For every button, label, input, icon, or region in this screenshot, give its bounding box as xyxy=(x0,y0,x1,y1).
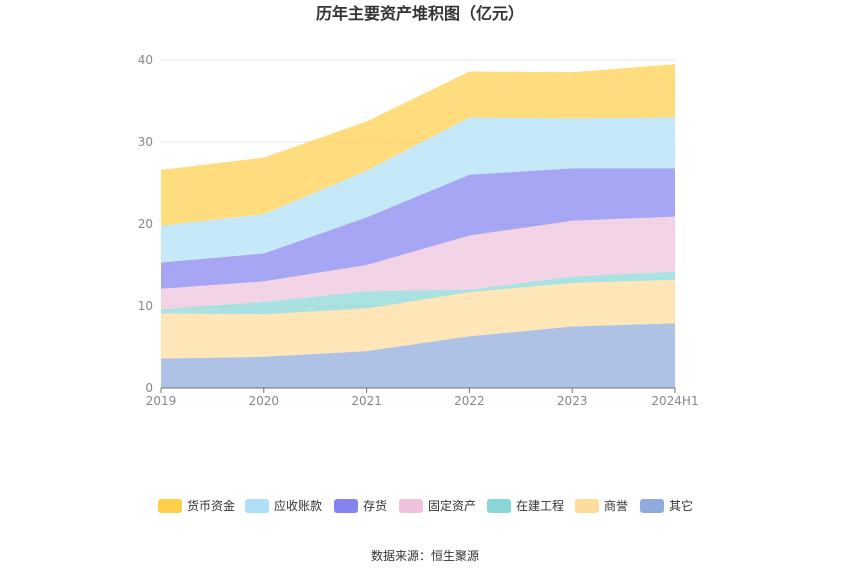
legend-label: 应收账款 xyxy=(274,498,322,513)
axes: 0 10 20 30 40 2019 2020 2021 2022 2023 2024H1 xyxy=(138,53,699,408)
y-tick-label: 10 xyxy=(138,299,153,313)
x-tick-label: 2020 xyxy=(249,394,280,408)
area-5 xyxy=(161,117,675,263)
y-tick-label: 30 xyxy=(138,135,153,149)
legend-swatch xyxy=(640,499,664,513)
legend-swatch xyxy=(575,499,599,513)
area-2 xyxy=(161,271,675,315)
legend-swatch xyxy=(158,499,182,513)
area-1 xyxy=(161,279,675,359)
legend-label: 其它 xyxy=(669,498,693,513)
area-3 xyxy=(161,216,675,310)
x-tick-label: 2019 xyxy=(146,394,177,408)
legend-swatch xyxy=(245,499,269,513)
area-6 xyxy=(161,64,675,226)
x-tick-label: 2022 xyxy=(454,394,485,408)
x-tick-label: 2021 xyxy=(351,394,382,408)
legend-label: 固定资产 xyxy=(428,498,476,513)
y-tick-label: 20 xyxy=(138,217,153,231)
area-series xyxy=(161,64,675,388)
y-tick-label: 40 xyxy=(138,53,153,67)
legend-swatch xyxy=(487,499,511,513)
legend-swatch xyxy=(399,499,423,513)
legend-label: 商誉 xyxy=(604,498,628,513)
source-note: 数据来源：恒生聚源 xyxy=(371,548,479,563)
legend-label: 在建工程 xyxy=(516,498,564,513)
x-tick-label: 2023 xyxy=(557,394,588,408)
chart-title: 历年主要资产堆积图（亿元） xyxy=(316,4,524,23)
x-tick-label: 2024H1 xyxy=(651,394,698,408)
legend-swatch xyxy=(334,499,358,513)
legend-label: 货币资金 xyxy=(187,498,235,513)
legend-label: 存货 xyxy=(363,498,387,513)
legend: 货币资金 应收账款 存货 固定资产 在建工程 商誉 其它 xyxy=(158,498,693,513)
area-0 xyxy=(161,323,675,388)
y-tick-label: 0 xyxy=(145,381,153,395)
area-4 xyxy=(161,168,675,289)
